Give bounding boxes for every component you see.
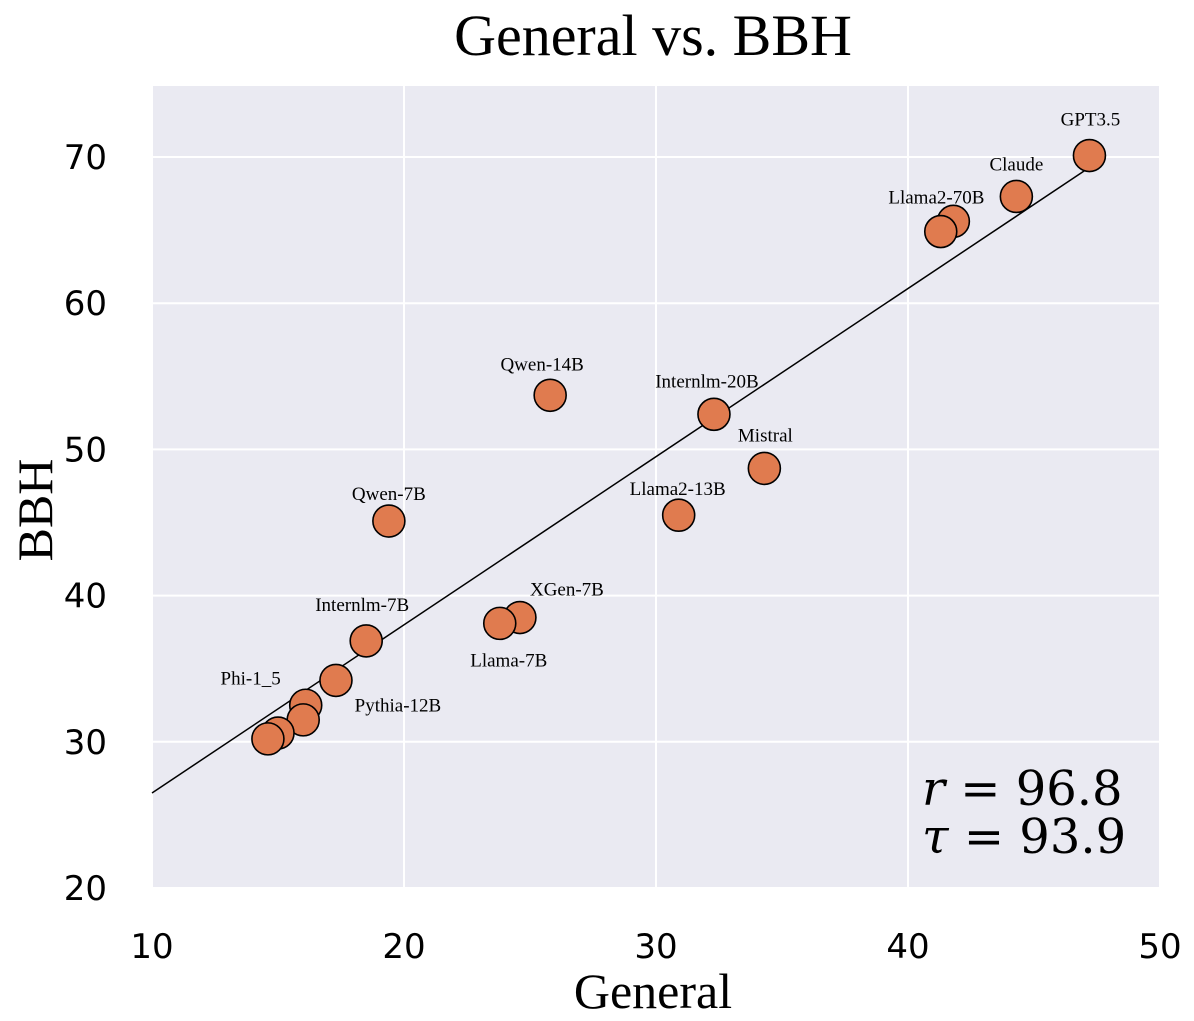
point-label: Llama-7B [470, 650, 547, 671]
r-stat: r = 96.8 [922, 761, 1123, 817]
x-tick-label: 10 [130, 927, 173, 967]
data-points [251, 138, 1107, 756]
point-label: GPT3.5 [1061, 110, 1121, 131]
y-axis-label: BBH [7, 459, 63, 562]
data-point [482, 606, 517, 641]
y-tick-label: 60 [64, 284, 107, 324]
data-point [697, 397, 731, 432]
point-label: Llama2-70B [888, 187, 984, 208]
r-value: 96.8 [1016, 761, 1123, 817]
data-point [923, 214, 958, 249]
x-axis-label: General [574, 963, 732, 1019]
data-point [999, 179, 1034, 214]
point-label: Llama2-13B [630, 479, 726, 500]
point-label: Mistral [738, 425, 793, 446]
point-label: Phi-1_5 [221, 668, 281, 689]
tau-value: 93.9 [1019, 809, 1126, 865]
x-tick-label: 50 [1138, 927, 1181, 967]
data-point [1072, 138, 1107, 173]
y-tick-label: 70 [64, 138, 107, 178]
grid-lines [151, 86, 1161, 889]
point-label: Qwen-14B [500, 354, 583, 375]
stats-box: r = 96.8 τ = 93.9 [922, 761, 1126, 865]
data-point [319, 663, 353, 698]
point-label: Claude [989, 154, 1043, 175]
point-label: XGen-7B [530, 580, 604, 601]
y-tick-label: 50 [64, 430, 107, 470]
tau-symbol: τ [922, 809, 950, 865]
fit-line-group [151, 165, 1093, 794]
y-tick-label: 30 [64, 723, 107, 763]
x-tick-label: 30 [634, 927, 677, 967]
tau-stat: τ = 93.9 [922, 809, 1126, 865]
point-label: Qwen-7B [352, 484, 426, 505]
x-tick-label: 20 [382, 927, 425, 967]
point-label: Pythia-12B [355, 695, 442, 716]
data-point [372, 504, 406, 538]
fit-line [151, 165, 1093, 794]
point-label: Internlm-7B [315, 595, 409, 616]
y-tick-label: 20 [64, 869, 107, 909]
data-point [661, 498, 696, 532]
data-point [251, 722, 285, 756]
tick-labels: 10 20 30 40 50 20 30 40 50 60 70 [64, 138, 1182, 967]
x-tick-label: 40 [886, 927, 929, 967]
data-point [747, 451, 782, 486]
point-label: Internlm-20B [655, 371, 758, 392]
y-tick-label: 40 [64, 577, 107, 617]
chart-title: General vs. BBH [454, 3, 852, 68]
data-point [533, 378, 567, 413]
r-symbol: r [922, 761, 948, 817]
data-point [349, 624, 384, 658]
